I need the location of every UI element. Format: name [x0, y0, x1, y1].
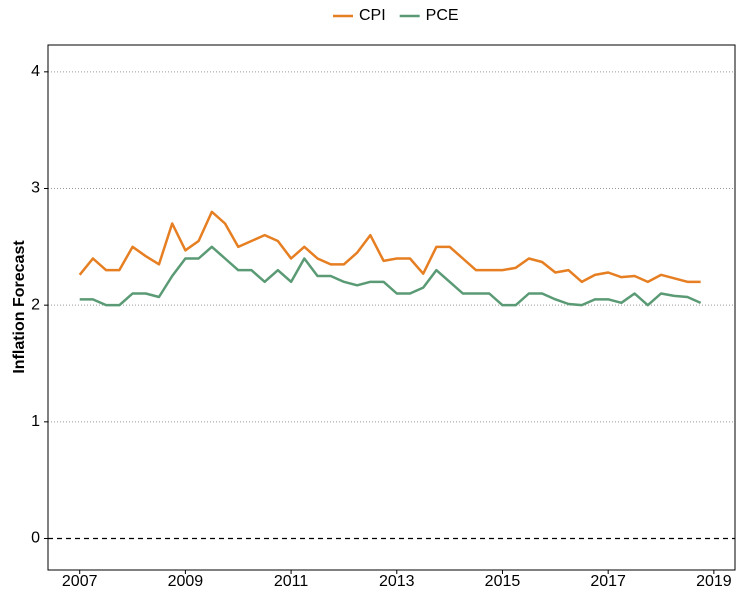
line-series: [79, 245, 702, 307]
x-tick-label: 2009: [168, 573, 204, 586]
y-tick-label: 2: [31, 296, 40, 313]
x-tick-label: 2011: [274, 573, 309, 586]
y-tick-label: 3: [31, 180, 40, 197]
y-tick-label: 4: [31, 63, 40, 80]
x-tick-label: 2007: [62, 573, 98, 586]
x-tick-label: 2019: [696, 573, 732, 586]
legend-label: CPI: [359, 7, 386, 24]
y-tick-label: 0: [31, 530, 40, 547]
plot-frame: [47, 44, 736, 571]
legend-label: PCE: [426, 7, 459, 24]
line-series: [78, 210, 701, 284]
x-tick-label: 2015: [485, 573, 521, 586]
x-tick-label: 2017: [590, 573, 626, 586]
x-tick-label: 2013: [379, 573, 415, 586]
y-axis-label: Inflation Forecast: [11, 240, 28, 374]
y-tick-label: 1: [31, 413, 40, 430]
